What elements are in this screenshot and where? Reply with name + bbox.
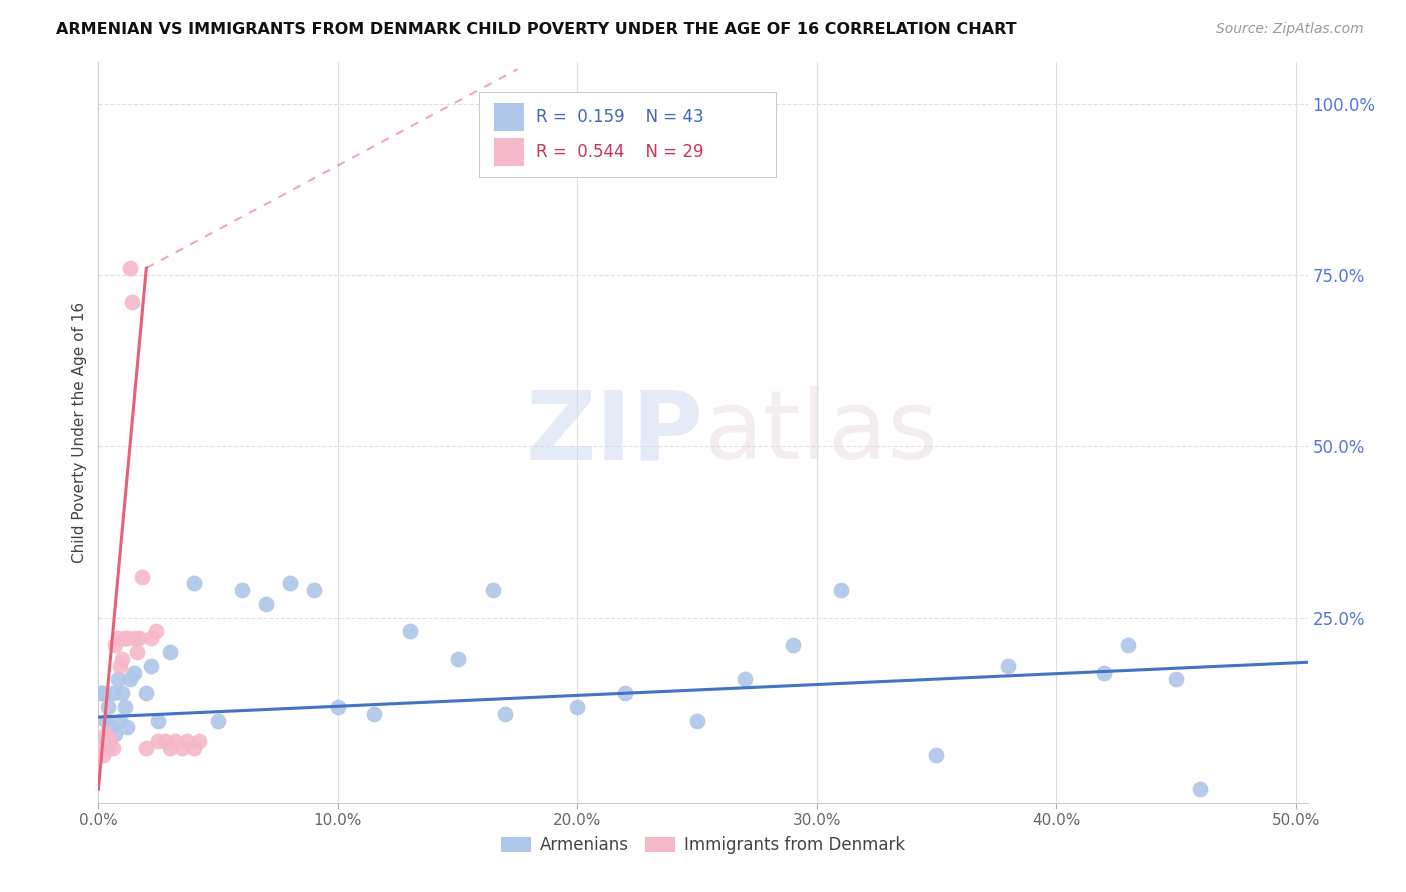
- Point: [176, 734, 198, 748]
- Point: [124, 632, 146, 646]
- Point: [118, 673, 141, 687]
- Point: [254, 597, 277, 611]
- Point: [495, 706, 517, 721]
- Point: [101, 741, 124, 756]
- Text: R =  0.159    N = 43: R = 0.159 N = 43: [536, 108, 704, 127]
- Point: [188, 734, 211, 748]
- Point: [278, 576, 301, 591]
- Point: [925, 747, 948, 762]
- Text: atlas: atlas: [703, 386, 938, 479]
- Point: [118, 261, 141, 276]
- Text: ARMENIAN VS IMMIGRANTS FROM DENMARK CHILD POVERTY UNDER THE AGE OF 16 CORRELATIO: ARMENIAN VS IMMIGRANTS FROM DENMARK CHIL…: [56, 22, 1017, 37]
- Point: [135, 741, 157, 756]
- Point: [145, 624, 167, 639]
- Point: [302, 583, 325, 598]
- Point: [97, 699, 120, 714]
- Point: [128, 632, 150, 646]
- Point: [183, 741, 205, 756]
- Point: [830, 583, 852, 598]
- Point: [326, 699, 349, 714]
- Point: [139, 632, 162, 646]
- Point: [111, 686, 134, 700]
- Point: [121, 295, 143, 310]
- Point: [139, 658, 162, 673]
- Point: [94, 734, 117, 748]
- Text: R =  0.544    N = 29: R = 0.544 N = 29: [536, 143, 703, 161]
- Point: [115, 632, 138, 646]
- Point: [107, 632, 129, 646]
- Point: [1116, 638, 1139, 652]
- Point: [148, 714, 170, 728]
- Point: [131, 569, 153, 583]
- Point: [90, 686, 112, 700]
- Point: [1188, 782, 1211, 797]
- Point: [90, 741, 112, 756]
- Point: [398, 624, 420, 639]
- Point: [104, 727, 127, 741]
- Point: [482, 583, 505, 598]
- Point: [101, 686, 124, 700]
- Point: [148, 734, 170, 748]
- Point: [172, 741, 194, 756]
- Point: [207, 714, 229, 728]
- Point: [231, 583, 253, 598]
- Point: [183, 576, 205, 591]
- Point: [108, 714, 131, 728]
- Point: [111, 652, 134, 666]
- Point: [567, 699, 589, 714]
- FancyBboxPatch shape: [494, 103, 524, 131]
- Point: [91, 686, 114, 700]
- Point: [734, 673, 756, 687]
- Point: [115, 720, 138, 734]
- Point: [1092, 665, 1115, 680]
- Point: [100, 734, 122, 748]
- Text: ZIP: ZIP: [524, 386, 703, 479]
- Point: [125, 645, 148, 659]
- FancyBboxPatch shape: [479, 92, 776, 178]
- Point: [155, 734, 177, 748]
- Point: [159, 741, 181, 756]
- Point: [114, 699, 136, 714]
- FancyBboxPatch shape: [494, 138, 524, 166]
- Point: [446, 652, 468, 666]
- Point: [614, 686, 637, 700]
- Point: [104, 638, 127, 652]
- Point: [114, 632, 136, 646]
- Point: [124, 665, 146, 680]
- Point: [94, 714, 117, 728]
- Point: [108, 658, 131, 673]
- Point: [94, 727, 117, 741]
- Point: [997, 658, 1019, 673]
- Point: [163, 734, 186, 748]
- Point: [686, 714, 709, 728]
- Point: [97, 741, 120, 756]
- Text: Source: ZipAtlas.com: Source: ZipAtlas.com: [1216, 22, 1364, 37]
- Legend: Armenians, Immigrants from Denmark: Armenians, Immigrants from Denmark: [495, 830, 911, 861]
- Point: [91, 747, 114, 762]
- Point: [135, 686, 157, 700]
- Point: [159, 645, 181, 659]
- Y-axis label: Child Poverty Under the Age of 16: Child Poverty Under the Age of 16: [72, 302, 87, 563]
- Point: [107, 673, 129, 687]
- Point: [100, 720, 122, 734]
- Point: [782, 638, 804, 652]
- Point: [363, 706, 385, 721]
- Point: [1164, 673, 1187, 687]
